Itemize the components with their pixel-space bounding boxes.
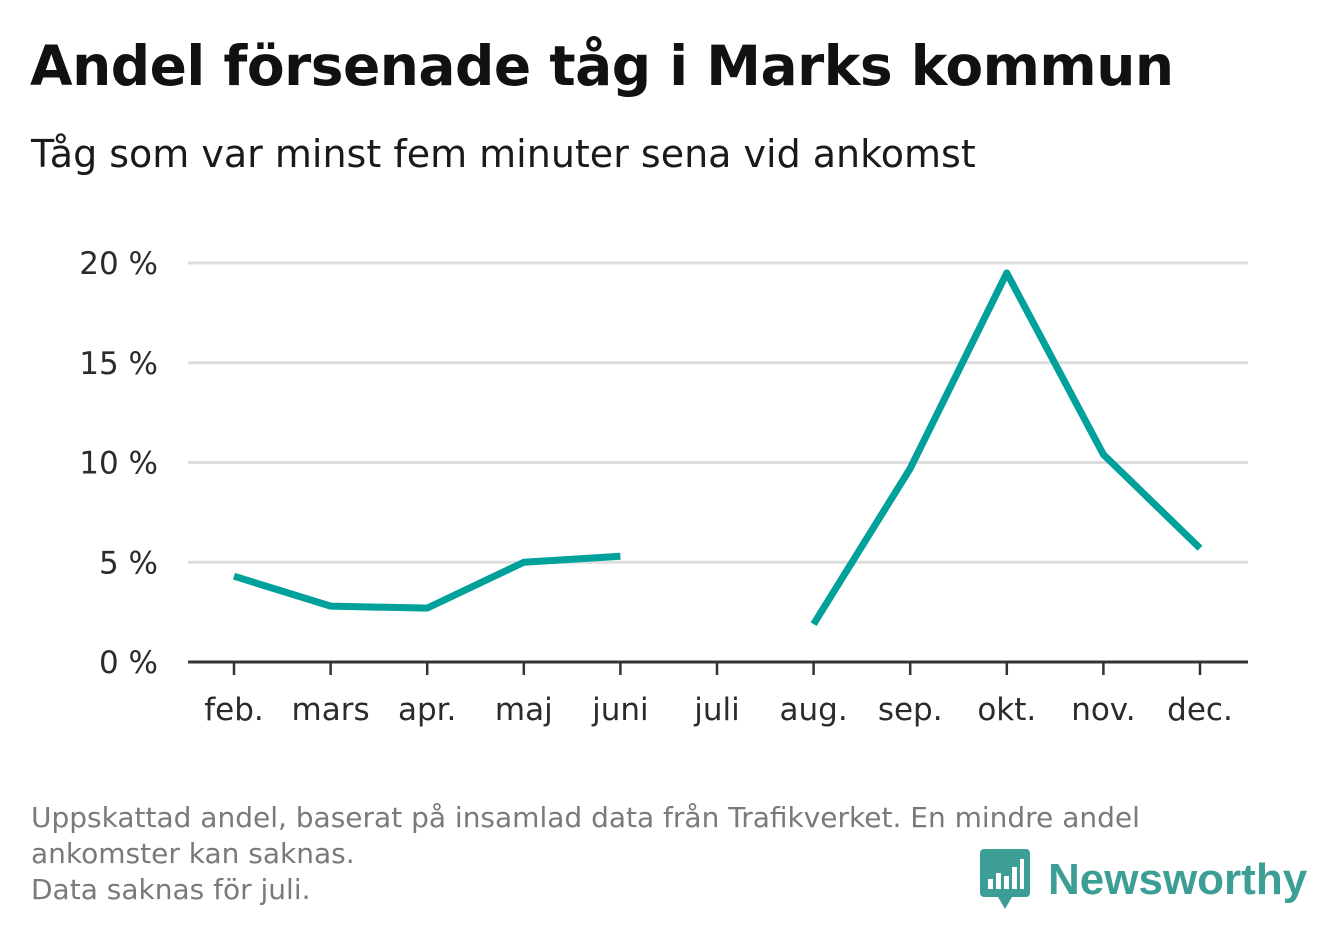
brand-logo: Newsworthy (980, 848, 1307, 912)
series-line-segment (810, 269, 1203, 626)
x-tick-label: dec. (1167, 692, 1233, 728)
footnote-line: ankomster kan saknas. (31, 837, 355, 870)
footnote-line: Uppskattad andel, baserat på insamlad da… (31, 801, 1140, 834)
x-axis (188, 660, 1248, 675)
y-tick-label: 10 % (79, 446, 158, 482)
gridlines (188, 261, 1248, 564)
line-chart: 0 % 5 % 10 % 15 % 20 % feb. mars apr. maj juni ju… (79, 246, 1248, 728)
y-tick-label: 5 % (99, 545, 158, 581)
x-tick-label: juni (591, 692, 649, 728)
brand-name: Newsworthy (1048, 855, 1308, 904)
y-tick-label: 15 % (79, 346, 158, 382)
y-tick-label: 0 % (99, 645, 158, 681)
data-series (232, 269, 1203, 626)
x-axis-tick-labels: feb. mars apr. maj juni juli aug. sep. okt. nov. d… (204, 692, 1233, 728)
x-tick-label: juli (693, 692, 740, 728)
footnote: Uppskattad andel, baserat på insamlad da… (31, 800, 1291, 908)
chart-title: Andel försenade tåg i Marks kommun (30, 34, 1174, 98)
bar-chart-speech-bubble-icon (980, 849, 1030, 909)
y-axis-tick-labels: 0 % 5 % 10 % 15 % 20 % (79, 246, 158, 681)
x-tick-label: aug. (780, 692, 848, 728)
x-tick-label: nov. (1071, 692, 1135, 728)
x-tick-label: sep. (878, 692, 943, 728)
x-tick-label: feb. (204, 692, 264, 728)
x-tick-label: maj (495, 692, 553, 728)
x-tick-label: okt. (977, 692, 1036, 728)
chart-subtitle: Tåg som var minst fem minuter sena vid a… (31, 132, 976, 176)
x-tick-label: mars (292, 692, 370, 728)
y-tick-label: 20 % (79, 246, 158, 282)
x-tick-label: apr. (398, 692, 456, 728)
series-line-segment (232, 552, 621, 612)
footnote-line: Data saknas för juli. (31, 873, 311, 906)
